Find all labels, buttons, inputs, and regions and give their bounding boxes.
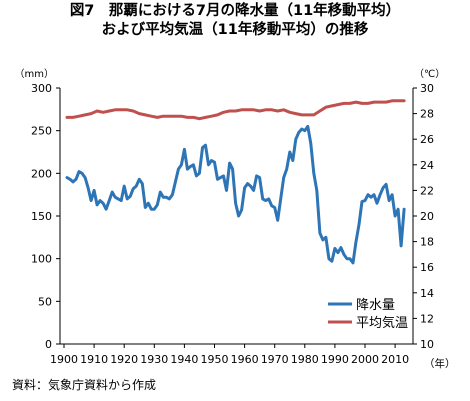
y-left-tick-label: 100 [31, 253, 52, 266]
chart-title-line-1: 図7 那覇における7月の降水量（11年移動平均） [69, 3, 401, 19]
legend-label: 降水量 [356, 298, 395, 313]
x-tick-label: 1910 [80, 353, 108, 366]
legend-label: 平均気温 [356, 315, 408, 331]
x-tick-label: 2010 [381, 353, 409, 366]
chart-axes: 0 50 100 150 200 250 300 10 12 14 16 18 20 22 24 26 28 30… [31, 82, 434, 366]
y-right-tick-label: 20 [420, 210, 434, 223]
y-left-tick-label: 150 [31, 210, 52, 223]
x-tick-label: 1960 [231, 353, 259, 366]
y-right-tick-label: 22 [420, 184, 434, 197]
source-note: 資料：気象庁資料から作成 [12, 378, 157, 392]
x-tick-label: 1950 [201, 353, 229, 366]
y-left-tick-label: 50 [38, 295, 52, 308]
y-right-tick-label: 18 [420, 236, 434, 249]
x-tick-label: 1930 [140, 353, 168, 366]
y-left-tick-label: 250 [31, 125, 52, 138]
y-left-tick-label: 300 [31, 82, 52, 95]
x-tick-label: 1940 [170, 353, 198, 366]
y-right-tick-label: 30 [420, 82, 434, 95]
y-left-tick-label: 200 [31, 167, 52, 180]
x-tick-label: 1900 [50, 353, 78, 366]
y-right-tick-label: 14 [420, 287, 434, 300]
y-left-tick-label: 0 [45, 338, 52, 351]
x-tick-label: 2000 [351, 353, 379, 366]
y-right-tick-label: 24 [420, 159, 434, 172]
series-line-precipitation [65, 124, 406, 265]
x-tick-label: 1980 [291, 353, 319, 366]
right-axis-unit: （℃） [414, 68, 445, 80]
x-tick-label: 1970 [261, 353, 289, 366]
chart-title-line-2: および平均気温（11年移動平均）の推移 [101, 22, 369, 38]
x-tick-label: 1920 [110, 353, 138, 366]
y-right-tick-label: 10 [420, 338, 434, 351]
x-tick-label: 1990 [321, 353, 349, 366]
series-line-temperature [65, 99, 406, 121]
left-axis-unit: （mm） [15, 68, 54, 80]
x-axis-unit: （年） [424, 357, 456, 370]
y-right-tick-label: 28 [420, 108, 434, 121]
y-right-tick-label: 26 [420, 133, 434, 146]
series-layer [65, 99, 406, 265]
y-right-tick-label: 16 [420, 261, 434, 274]
chart-title: 図7 那覇における7月の降水量（11年移動平均） および平均気温（11年移動平均… [0, 2, 470, 40]
y-right-tick-label: 12 [420, 312, 434, 325]
